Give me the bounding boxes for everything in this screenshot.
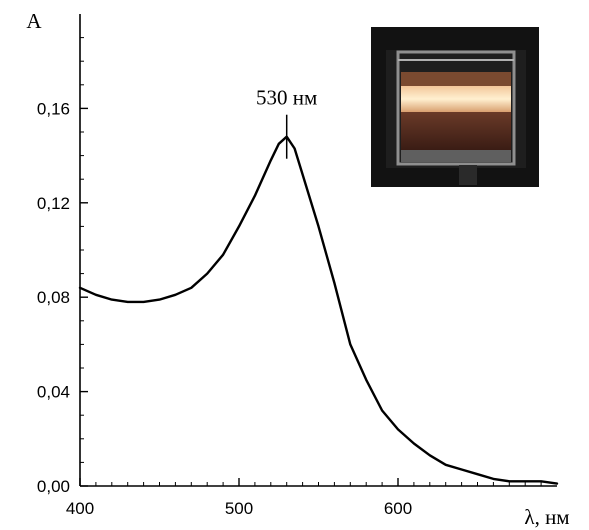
y-tick-label: 0,16 [37, 99, 70, 118]
x-axis-title: λ, нм [524, 505, 569, 529]
y-tick-label: 0,00 [37, 477, 70, 496]
absorbance-series-line [78, 135, 559, 485]
y-tick-label: 0,12 [37, 194, 70, 213]
cuvette-photo [371, 27, 539, 187]
x-tick-label: 600 [384, 499, 412, 518]
peak-annotation: 530 нм [256, 86, 317, 110]
x-tick-label: 500 [225, 499, 253, 518]
y-axis-title: A [26, 9, 42, 33]
y-tick-label: 0,08 [37, 288, 70, 307]
y-tick-label: 0,04 [37, 383, 70, 402]
x-tick-label: 400 [66, 499, 94, 518]
